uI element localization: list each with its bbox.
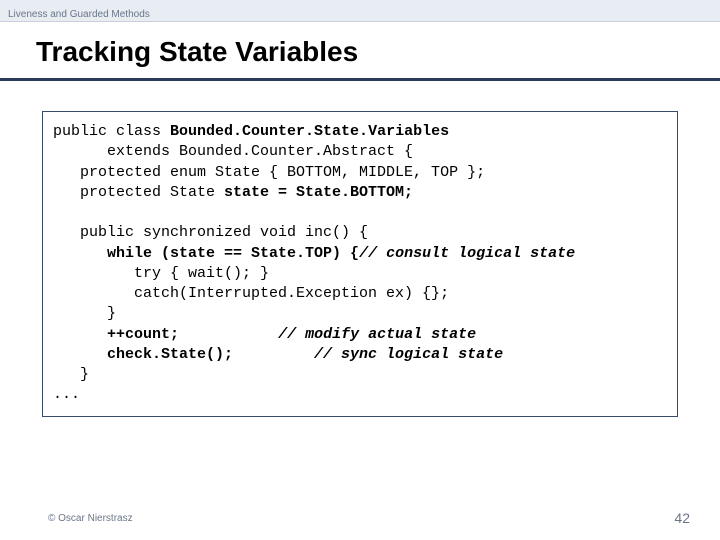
copyright: © Oscar Nierstrasz xyxy=(48,513,133,524)
code-line: check.State(); // sync logical state xyxy=(53,346,503,363)
code-line: protected State state = State.BOTTOM; xyxy=(53,184,413,201)
code-line: ... xyxy=(53,386,80,403)
code-line: try { wait(); } xyxy=(53,265,269,282)
topbar-text: Liveness and Guarded Methods xyxy=(8,9,150,20)
code-line: extends Bounded.Counter.Abstract { xyxy=(53,143,413,160)
code-line: protected enum State { BOTTOM, MIDDLE, T… xyxy=(53,164,485,181)
code-line: catch(Interrupted.Exception ex) {}; xyxy=(53,285,449,302)
code-line: } xyxy=(53,366,89,383)
title-area: Tracking State Variables xyxy=(0,22,720,78)
code-line: } xyxy=(53,305,116,322)
code-line: ++count; // modify actual state xyxy=(53,326,476,343)
page-number: 42 xyxy=(674,510,690,526)
topbar: Liveness and Guarded Methods xyxy=(0,0,720,22)
code-blank xyxy=(53,204,62,221)
code-box: public class Bounded.Counter.State.Varia… xyxy=(42,111,678,417)
code-line: while (state == State.TOP) {// consult l… xyxy=(53,245,575,262)
code-line: public synchronized void inc() { xyxy=(53,224,368,241)
content: public class Bounded.Counter.State.Varia… xyxy=(0,81,720,417)
code-line: public class Bounded.Counter.State.Varia… xyxy=(53,123,449,140)
slide-title: Tracking State Variables xyxy=(36,36,720,68)
footer: © Oscar Nierstrasz 42 xyxy=(48,510,690,526)
